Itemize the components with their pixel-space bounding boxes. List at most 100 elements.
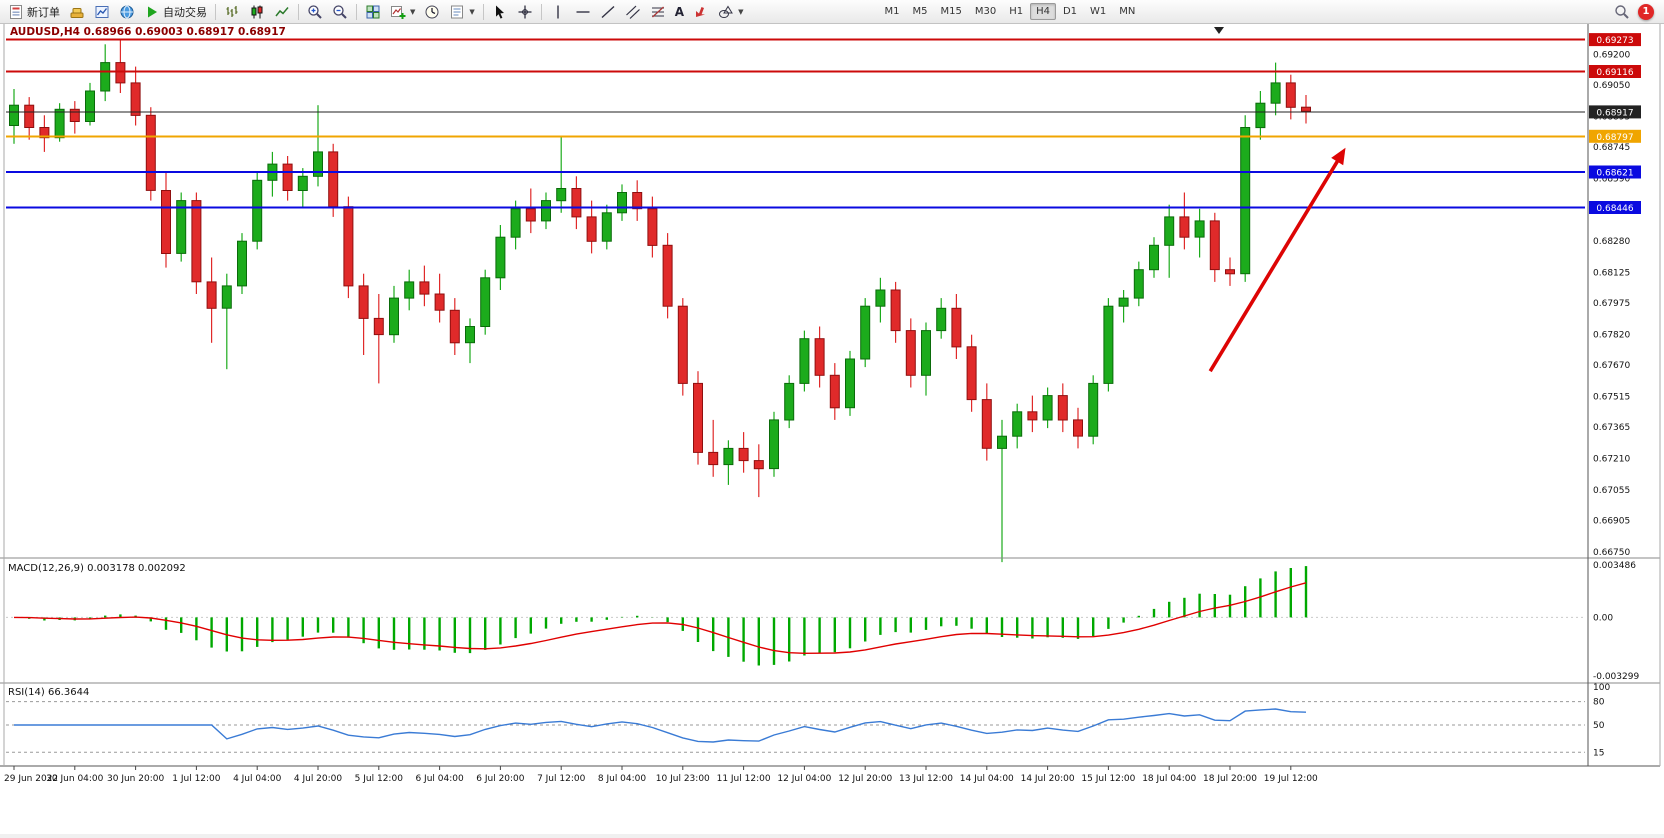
timeframe-h4-button[interactable]: H4 [1030,3,1056,20]
svg-text:0.67055: 0.67055 [1593,486,1630,496]
trendline-tool-button[interactable] [596,1,620,23]
market-watch-button[interactable] [65,1,89,23]
svg-text:0.68280: 0.68280 [1593,237,1630,247]
panel-separators[interactable] [0,24,1661,767]
channel-icon [625,5,640,19]
arrow-label-tool-button[interactable] [689,1,713,23]
crosshair-icon [518,5,532,18]
chevron-down-icon: ▼ [469,7,475,16]
bar-chart-icon [226,5,238,17]
data-window-button[interactable] [90,1,114,23]
price-line-label: 0.68797 [1589,129,1641,143]
text-tool-button[interactable]: A [671,1,688,23]
svg-text:0.68745: 0.68745 [1593,143,1630,153]
svg-text:0.67365: 0.67365 [1593,423,1630,433]
candlestick-type-button[interactable] [245,1,269,23]
toolbar-separator [356,3,357,20]
tile-windows-icon [366,5,380,18]
indicators-icon [391,5,406,19]
svg-text:0.67820: 0.67820 [1593,331,1630,341]
price-line-label: 0.69116 [1589,65,1641,78]
price-line-label: 0.68446 [1589,201,1641,214]
new-order-label: 新订单 [27,5,60,19]
svg-text:30 Jun 04:00: 30 Jun 04:00 [46,774,103,784]
vertical-line-icon [557,5,559,18]
timeframe-m30-button[interactable]: M30 [974,6,997,17]
horizontal-line-icon [576,10,590,13]
fibonacci-tool-button[interactable] [646,1,670,23]
timeframe-d1-button[interactable]: D1 [1062,6,1078,17]
chevron-down-icon: ▼ [410,7,416,16]
macd-signal-line [13,582,1307,655]
price-axis[interactable]: 0.692000.690500.688950.687450.685900.684… [1589,33,1641,558]
channel-tool-button[interactable] [621,1,645,23]
svg-text:0.69273: 0.69273 [1596,36,1633,46]
timeframe-m15-button[interactable]: M15 [940,6,962,17]
svg-text:0.68917: 0.68917 [1596,108,1633,118]
svg-text:0.68797: 0.68797 [1596,133,1633,143]
trend-arrow-annotation[interactable] [1208,147,1346,373]
search-icon[interactable] [1614,4,1630,20]
periods-button[interactable] [420,1,444,23]
toolbar-separator [482,3,484,20]
terminal-button[interactable] [115,1,139,23]
timeframe-w1-button[interactable]: W1 [1090,6,1107,17]
svg-text:18 Jul 20:00: 18 Jul 20:00 [1203,774,1257,784]
arrow-label-icon [696,6,706,17]
timeframe-m5-button[interactable]: M5 [912,6,928,17]
tile-windows-button[interactable] [361,1,385,23]
toolbar-separator [540,3,542,20]
chart-shift-marker[interactable] [1214,27,1224,34]
shapes-tool-button[interactable]: ▼ [714,1,747,23]
templates-button[interactable]: ▼ [445,1,478,23]
horizontal-line-tool-button[interactable] [571,1,595,23]
macd-panel: MACD(12,26,9) 0.003178 0.002092 0.003486 0… [6,561,1639,682]
clock-icon [425,5,439,18]
timeframe-h1-button[interactable]: H1 [1009,6,1024,17]
svg-text:-0.003299: -0.003299 [1593,672,1639,682]
svg-text:0.66905: 0.66905 [1593,517,1630,527]
shapes-icon [719,5,733,18]
toolbar-right-group: 1 [1614,3,1660,20]
svg-text:0.68621: 0.68621 [1596,169,1633,179]
svg-text:0.68125: 0.68125 [1593,269,1630,279]
horizontal-price-lines[interactable] [6,38,1585,209]
svg-text:0.69200: 0.69200 [1593,50,1630,60]
chart-canvas[interactable]: AUDUSD,H4 0.68966 0.69003 0.68917 0.6891… [0,24,1664,834]
svg-text:0.67210: 0.67210 [1593,455,1630,465]
svg-text:4 Jul 20:00: 4 Jul 20:00 [294,774,343,784]
svg-text:50: 50 [1593,721,1605,731]
svg-text:5 Jul 12:00: 5 Jul 12:00 [355,774,404,784]
svg-text:13 Jul 12:00: 13 Jul 12:00 [899,774,953,784]
notification-badge[interactable]: 1 [1638,3,1654,20]
line-chart-type-button[interactable] [270,1,294,23]
cursor-tool-button[interactable] [488,1,512,23]
svg-text:0.00: 0.00 [1593,613,1613,623]
timeframe-m1-button[interactable]: M1 [884,6,900,17]
price-line-label: 0.69273 [1589,33,1641,47]
svg-text:14 Jul 04:00: 14 Jul 04:00 [960,774,1014,784]
macd-label: MACD(12,26,9) 0.003178 0.002092 [8,563,186,574]
crosshair-tool-button[interactable] [513,1,537,23]
main-toolbar: 新订单 自动交易 ▼ ▼ [0,0,1664,24]
zoom-out-button[interactable] [328,1,352,23]
svg-text:0.69116: 0.69116 [1596,68,1633,78]
toolbar-separator [298,3,299,20]
chart-ohlc-title: AUDUSD,H4 0.68966 0.69003 0.68917 0.6891… [10,26,286,38]
svg-text:0.67975: 0.67975 [1593,299,1630,309]
indicators-button[interactable]: ▼ [386,1,419,23]
zoom-in-icon [308,4,322,19]
timeframe-mn-button[interactable]: MN [1119,6,1136,17]
bar-chart-type-button[interactable] [220,1,244,23]
svg-text:4 Jul 04:00: 4 Jul 04:00 [233,774,282,784]
auto-trading-button[interactable]: 自动交易 [140,1,211,23]
price-line-label: 0.68917 [1589,105,1641,119]
chevron-down-icon: ▼ [738,7,744,16]
svg-text:14 Jul 20:00: 14 Jul 20:00 [1021,774,1075,784]
zoom-in-button[interactable] [303,1,327,23]
new-order-button[interactable]: 新订单 [4,1,64,23]
line-chart-icon [275,6,289,16]
vertical-line-tool-button[interactable] [546,1,570,23]
play-icon [148,6,157,17]
